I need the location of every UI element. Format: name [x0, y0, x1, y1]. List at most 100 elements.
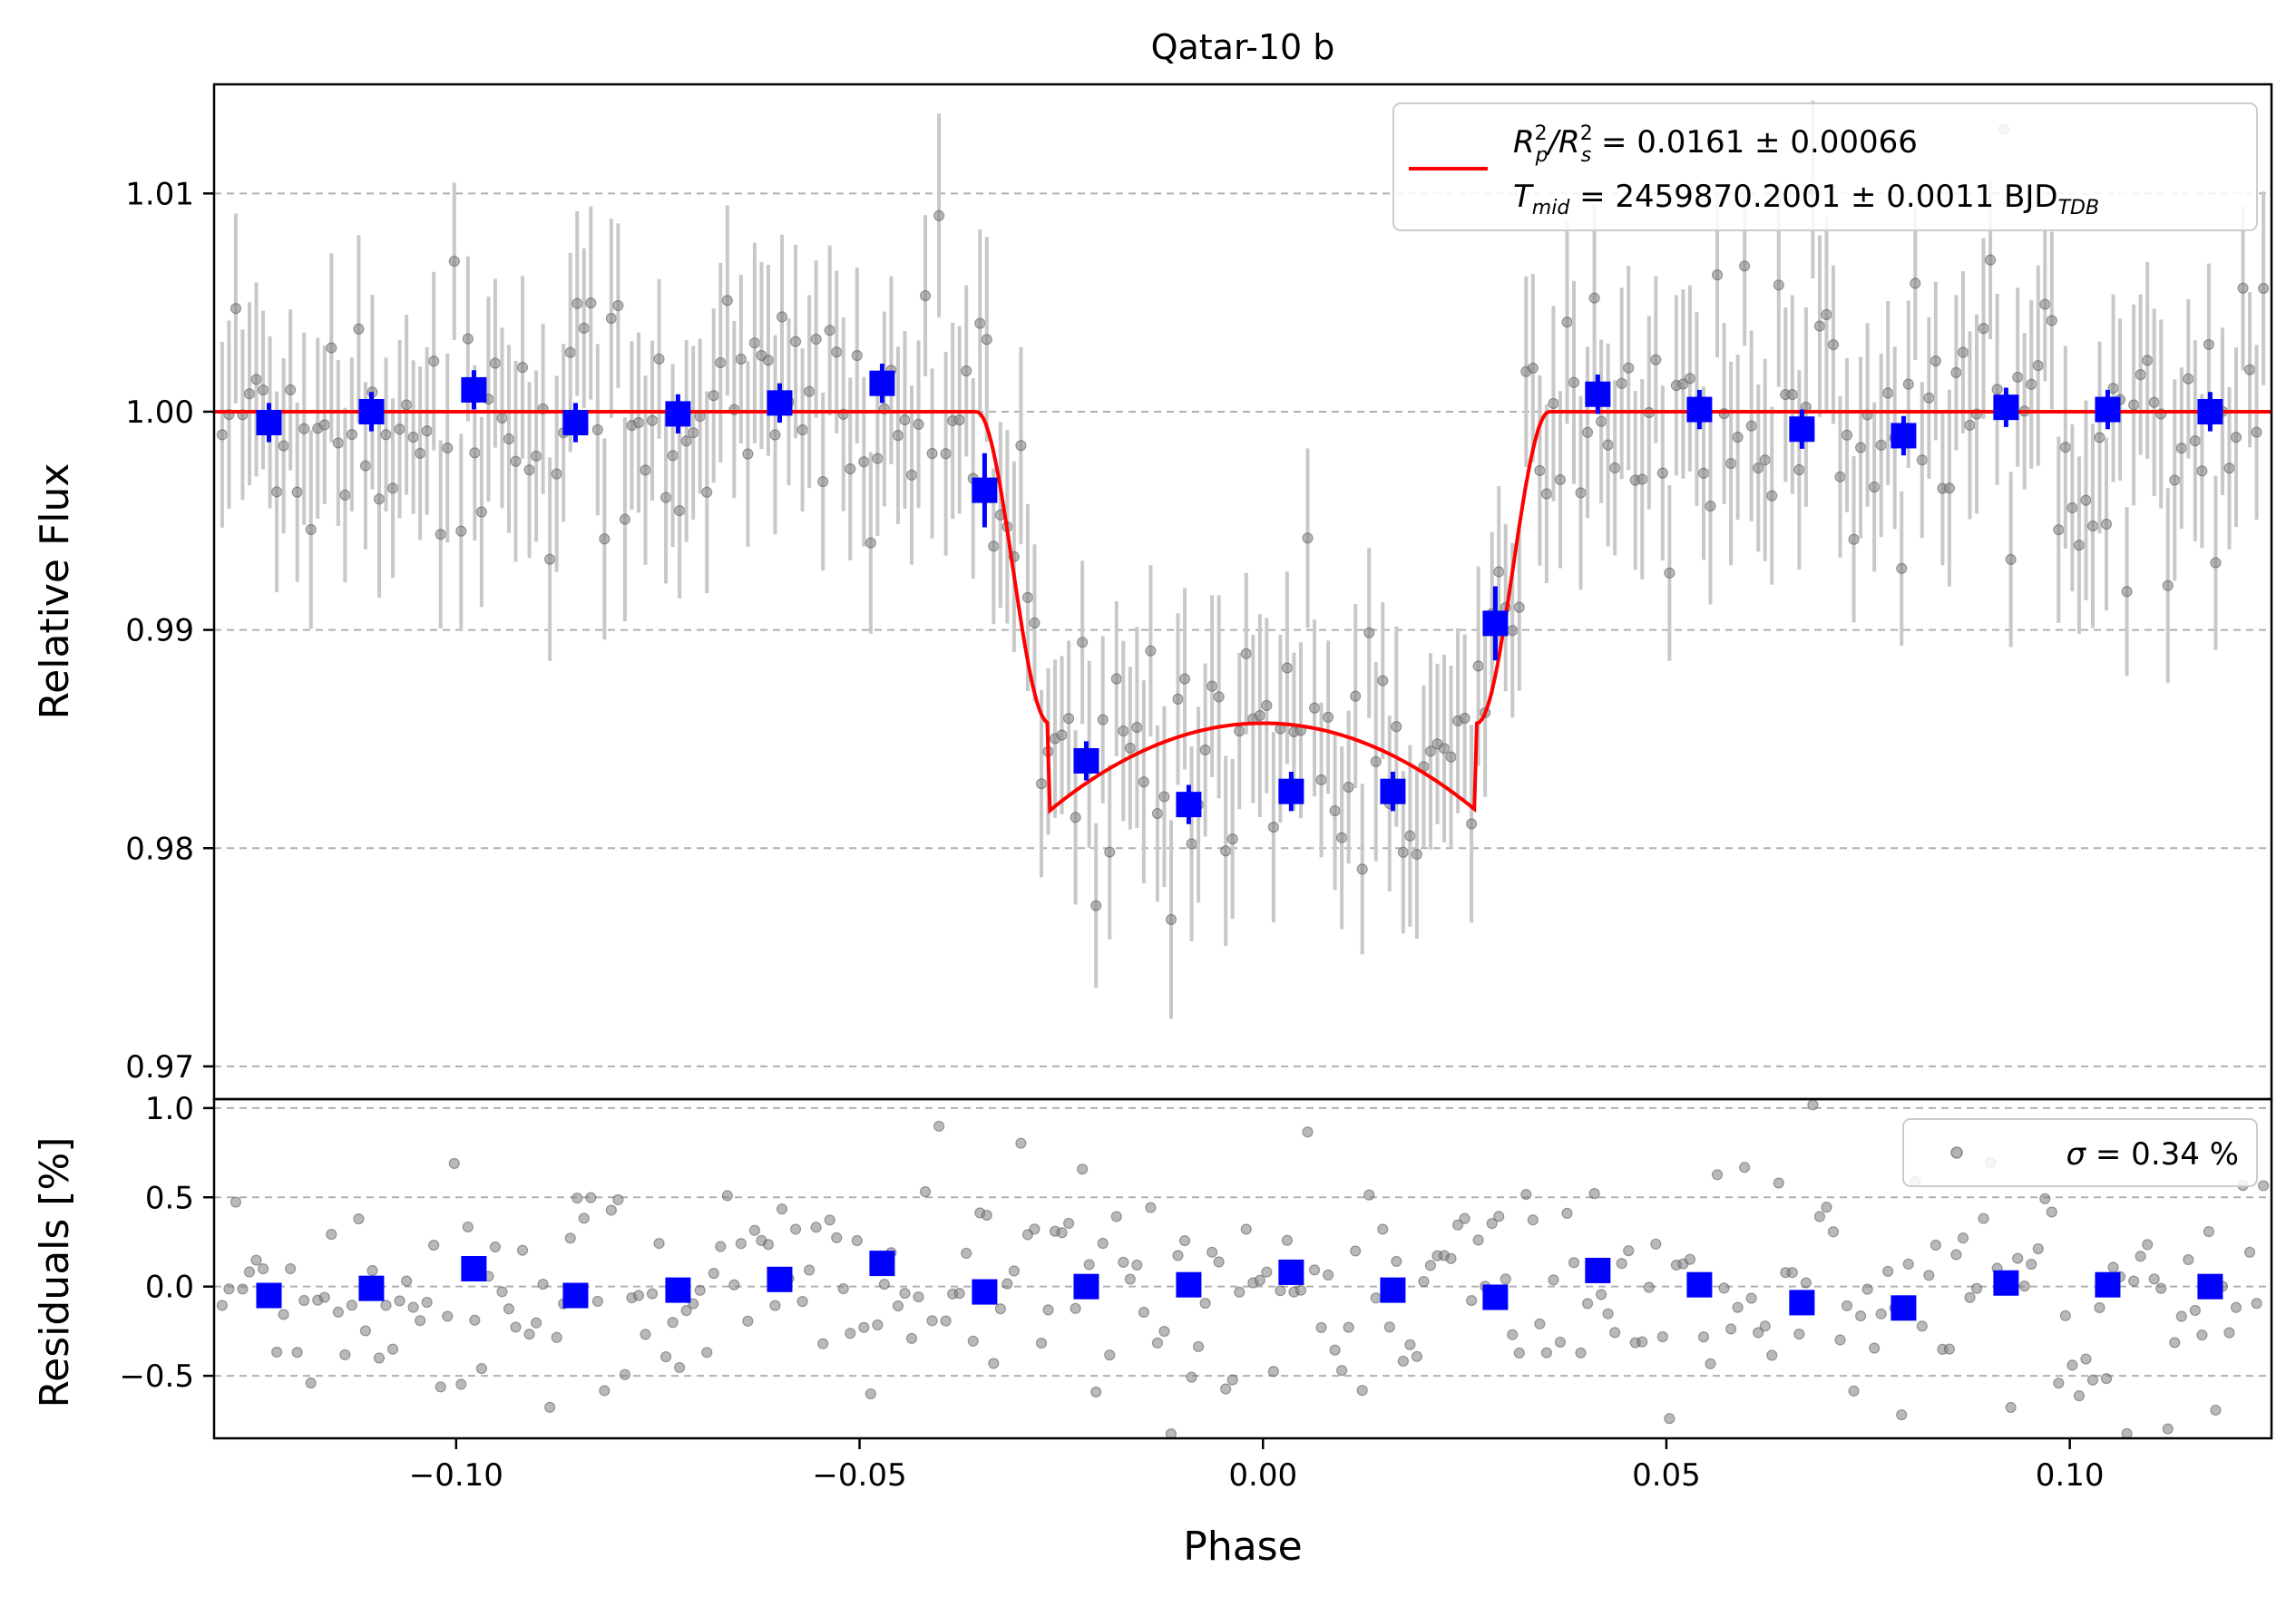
binned-flux-point: [767, 390, 793, 416]
raw-residual-point: [516, 1244, 529, 1256]
raw-residual-point: [2142, 1239, 2154, 1251]
residuals-grid: [214, 1106, 2272, 1378]
raw-residual-point: [1391, 1255, 1402, 1268]
raw-flux-point: [1029, 617, 1041, 628]
raw-residual-point: [1472, 1234, 1484, 1246]
raw-residual-point: [1793, 1328, 1805, 1340]
raw-residual-point: [804, 1264, 816, 1276]
raw-flux-point: [674, 504, 686, 517]
raw-flux-point: [1226, 833, 1238, 845]
raw-residual-point: [1841, 1300, 1853, 1311]
raw-residual-point: [878, 1279, 890, 1290]
raw-flux-point: [1213, 691, 1225, 703]
binned-residual-point: [1891, 1295, 1917, 1321]
phase-x-tick-label: −0.05: [812, 1457, 906, 1494]
raw-flux-point: [2073, 540, 2086, 551]
raw-residual-point: [2203, 1226, 2214, 1238]
raw-flux-point: [926, 447, 938, 460]
binned-flux-points: [256, 364, 2223, 824]
rs-symbol: /R: [1546, 124, 1580, 161]
raw-flux-point: [599, 533, 611, 545]
raw-residual-point: [2053, 1378, 2065, 1389]
raw-flux-point: [2169, 474, 2181, 486]
raw-flux-points: [216, 101, 2270, 1019]
raw-flux-point: [1930, 355, 1941, 367]
raw-residual-point: [1861, 1283, 1873, 1295]
transit-model-line: [214, 410, 2272, 814]
raw-flux-point: [605, 312, 617, 325]
raw-flux-point: [278, 440, 289, 452]
raw-residual-point: [1548, 1274, 1559, 1286]
raw-residual-point: [1875, 1308, 1887, 1319]
binned-flux-point: [1686, 396, 1713, 423]
raw-flux-point: [2053, 524, 2065, 536]
raw-flux-point: [1090, 900, 1102, 911]
raw-residual-point: [667, 1317, 679, 1329]
raw-residual-point: [1656, 1330, 1668, 1343]
raw-flux-point: [1151, 807, 1164, 820]
raw-flux-point: [817, 475, 829, 488]
raw-residual-point: [1834, 1334, 1846, 1346]
raw-flux-point: [386, 482, 399, 494]
raw-residual-point: [2169, 1337, 2181, 1349]
raw-residual-point: [2155, 1282, 2167, 1294]
raw-residual-point: [400, 1275, 413, 1287]
raw-flux-point: [776, 311, 788, 323]
raw-flux-point: [1964, 419, 1976, 431]
raw-flux-point: [933, 209, 945, 221]
raw-flux-point: [1336, 832, 1348, 843]
raw-residual-point: [742, 1315, 754, 1327]
raw-flux-point: [1397, 846, 1409, 858]
raw-residual-point: [523, 1329, 535, 1340]
raw-residual-point: [1295, 1284, 1307, 1296]
raw-residual-point: [2080, 1353, 2092, 1365]
raw-flux-point: [845, 463, 856, 475]
raw-flux-point: [585, 297, 597, 309]
binned-residual-point: [1380, 1277, 1406, 1303]
raw-residual-point: [1732, 1301, 1744, 1313]
raw-residual-point: [2175, 1310, 2187, 1322]
raw-flux-point: [1540, 488, 1552, 500]
raw-flux-point: [544, 553, 556, 565]
raw-flux-point: [742, 448, 754, 460]
raw-residual-point: [599, 1385, 611, 1397]
residual-legend-marker: [1950, 1146, 1963, 1159]
raw-flux-point: [243, 388, 256, 400]
raw-flux-point: [1308, 702, 1321, 714]
raw-residual-point: [605, 1204, 617, 1216]
binned-residual-point: [256, 1282, 282, 1309]
raw-residual-point: [961, 1247, 972, 1260]
raw-residual-point: [2032, 1242, 2044, 1255]
raw-residual-point: [1199, 1297, 1211, 1310]
raw-residual-point: [1684, 1253, 1696, 1265]
raw-flux-point: [1207, 680, 1218, 692]
raw-flux-point: [1834, 471, 1846, 482]
raw-flux-point: [435, 529, 446, 540]
raw-residual-point: [1575, 1347, 1587, 1358]
raw-flux-point: [659, 492, 672, 503]
raw-residual-point: [2012, 1252, 2024, 1264]
raw-residual-point: [1588, 1188, 1600, 1200]
phase-x-tick-label: 0.00: [1228, 1457, 1297, 1494]
raw-flux-point: [748, 337, 761, 349]
phase-x-tick-label: 0.10: [2036, 1457, 2105, 1494]
raw-residual-point: [2189, 1304, 2201, 1317]
raw-flux-point: [1370, 755, 1382, 767]
raw-residual-point: [1261, 1266, 1273, 1278]
raw-flux-point: [1943, 482, 1956, 494]
raw-residual-point: [2039, 1193, 2051, 1204]
raw-residual-point: [1118, 1256, 1129, 1269]
binned-residual-point: [2095, 1271, 2121, 1298]
raw-residual-point: [612, 1193, 624, 1206]
raw-flux-point: [1322, 711, 1334, 723]
raw-flux-point: [1950, 366, 1962, 378]
residuals-frame: [212, 1097, 2273, 1440]
raw-flux-point: [2148, 396, 2160, 408]
raw-flux-point: [1507, 625, 1519, 637]
sigma-symbol: σ: [2066, 1136, 2087, 1173]
raw-flux-point: [1656, 467, 1668, 479]
raw-residual-point: [872, 1319, 884, 1331]
raw-residual-point: [1902, 1258, 1914, 1270]
raw-flux-point: [2005, 553, 2017, 565]
